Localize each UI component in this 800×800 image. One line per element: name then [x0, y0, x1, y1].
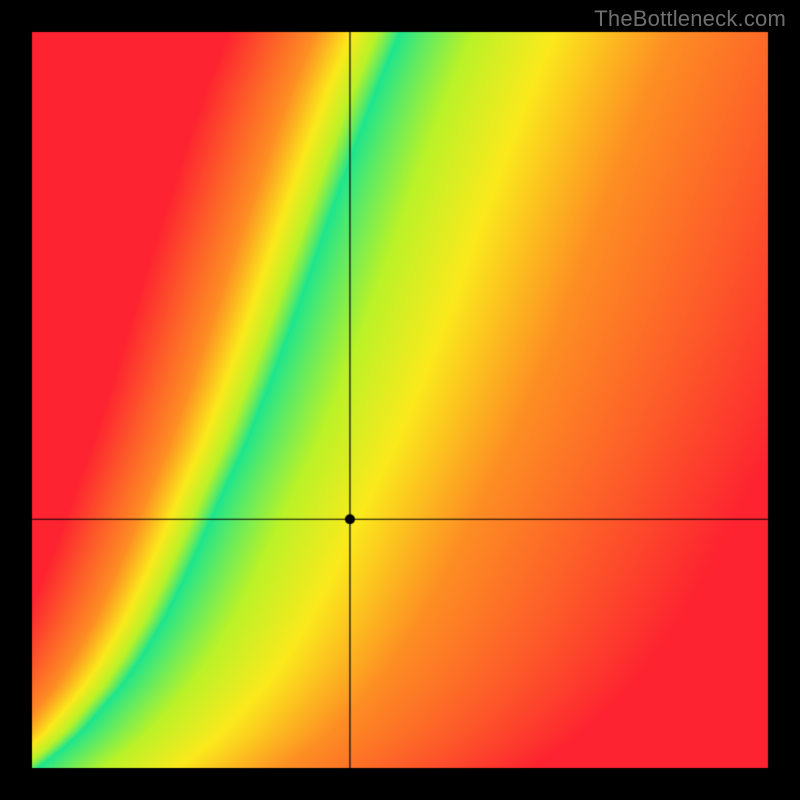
chart-container: TheBottleneck.com — [0, 0, 800, 800]
heatmap-canvas — [0, 0, 800, 800]
watermark-label: TheBottleneck.com — [594, 6, 786, 32]
